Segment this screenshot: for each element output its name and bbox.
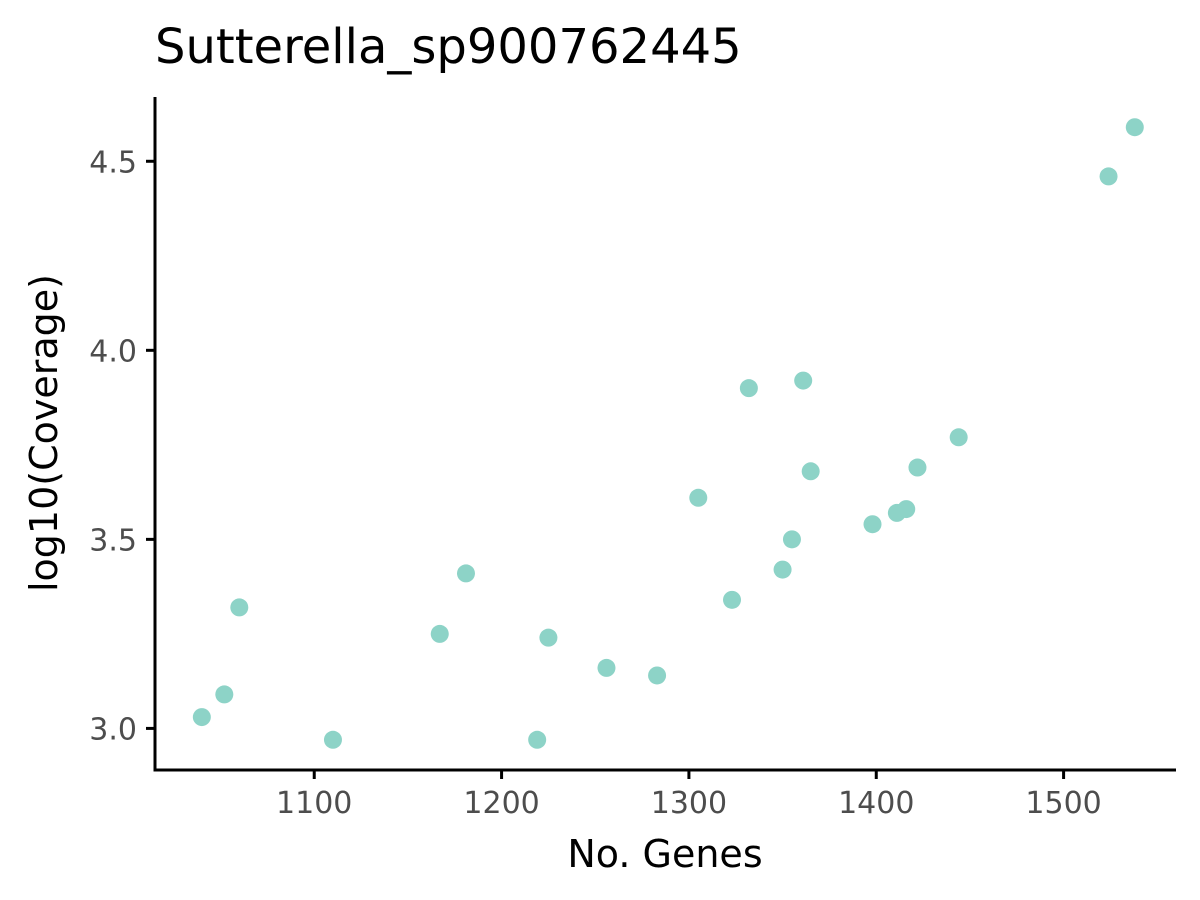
x-tick-label: 1100: [276, 786, 352, 821]
data-point: [230, 598, 249, 617]
y-tick-label: 4.5: [89, 145, 137, 180]
data-point: [897, 500, 916, 519]
data-point: [1125, 118, 1144, 137]
data-point: [528, 730, 547, 749]
data-point: [215, 685, 234, 704]
data-points: [192, 118, 1144, 749]
data-point: [430, 624, 449, 643]
data-point: [739, 379, 758, 398]
x-axis-ticks: 1100 1200 1300 1400 1500: [276, 770, 1102, 821]
data-point: [192, 708, 211, 727]
data-point: [794, 371, 813, 390]
data-point: [597, 658, 616, 677]
data-point: [782, 530, 801, 549]
y-axis-title: log10(Coverage): [22, 274, 66, 592]
chart-title: Sutterella_sp900762445: [155, 19, 742, 75]
x-tick-label: 1500: [1025, 786, 1101, 821]
y-tick-label: 4.0: [89, 334, 137, 369]
data-point: [949, 428, 968, 447]
data-point: [539, 628, 558, 647]
data-point: [323, 730, 342, 749]
data-point: [801, 462, 820, 481]
x-tick-label: 1300: [651, 786, 727, 821]
data-point: [908, 458, 927, 477]
data-point: [456, 564, 475, 583]
x-tick-label: 1200: [463, 786, 539, 821]
y-tick-label: 3.0: [89, 712, 137, 747]
y-tick-label: 3.5: [89, 523, 137, 558]
data-point: [689, 488, 708, 507]
data-point: [1099, 167, 1118, 186]
data-point: [773, 560, 792, 579]
x-axis-title: No. Genes: [567, 832, 762, 876]
data-point: [723, 590, 742, 609]
data-point: [648, 666, 667, 685]
data-point: [863, 515, 882, 534]
x-tick-label: 1400: [838, 786, 914, 821]
y-axis-ticks: 3.0 3.5 4.0 4.5: [89, 145, 155, 747]
